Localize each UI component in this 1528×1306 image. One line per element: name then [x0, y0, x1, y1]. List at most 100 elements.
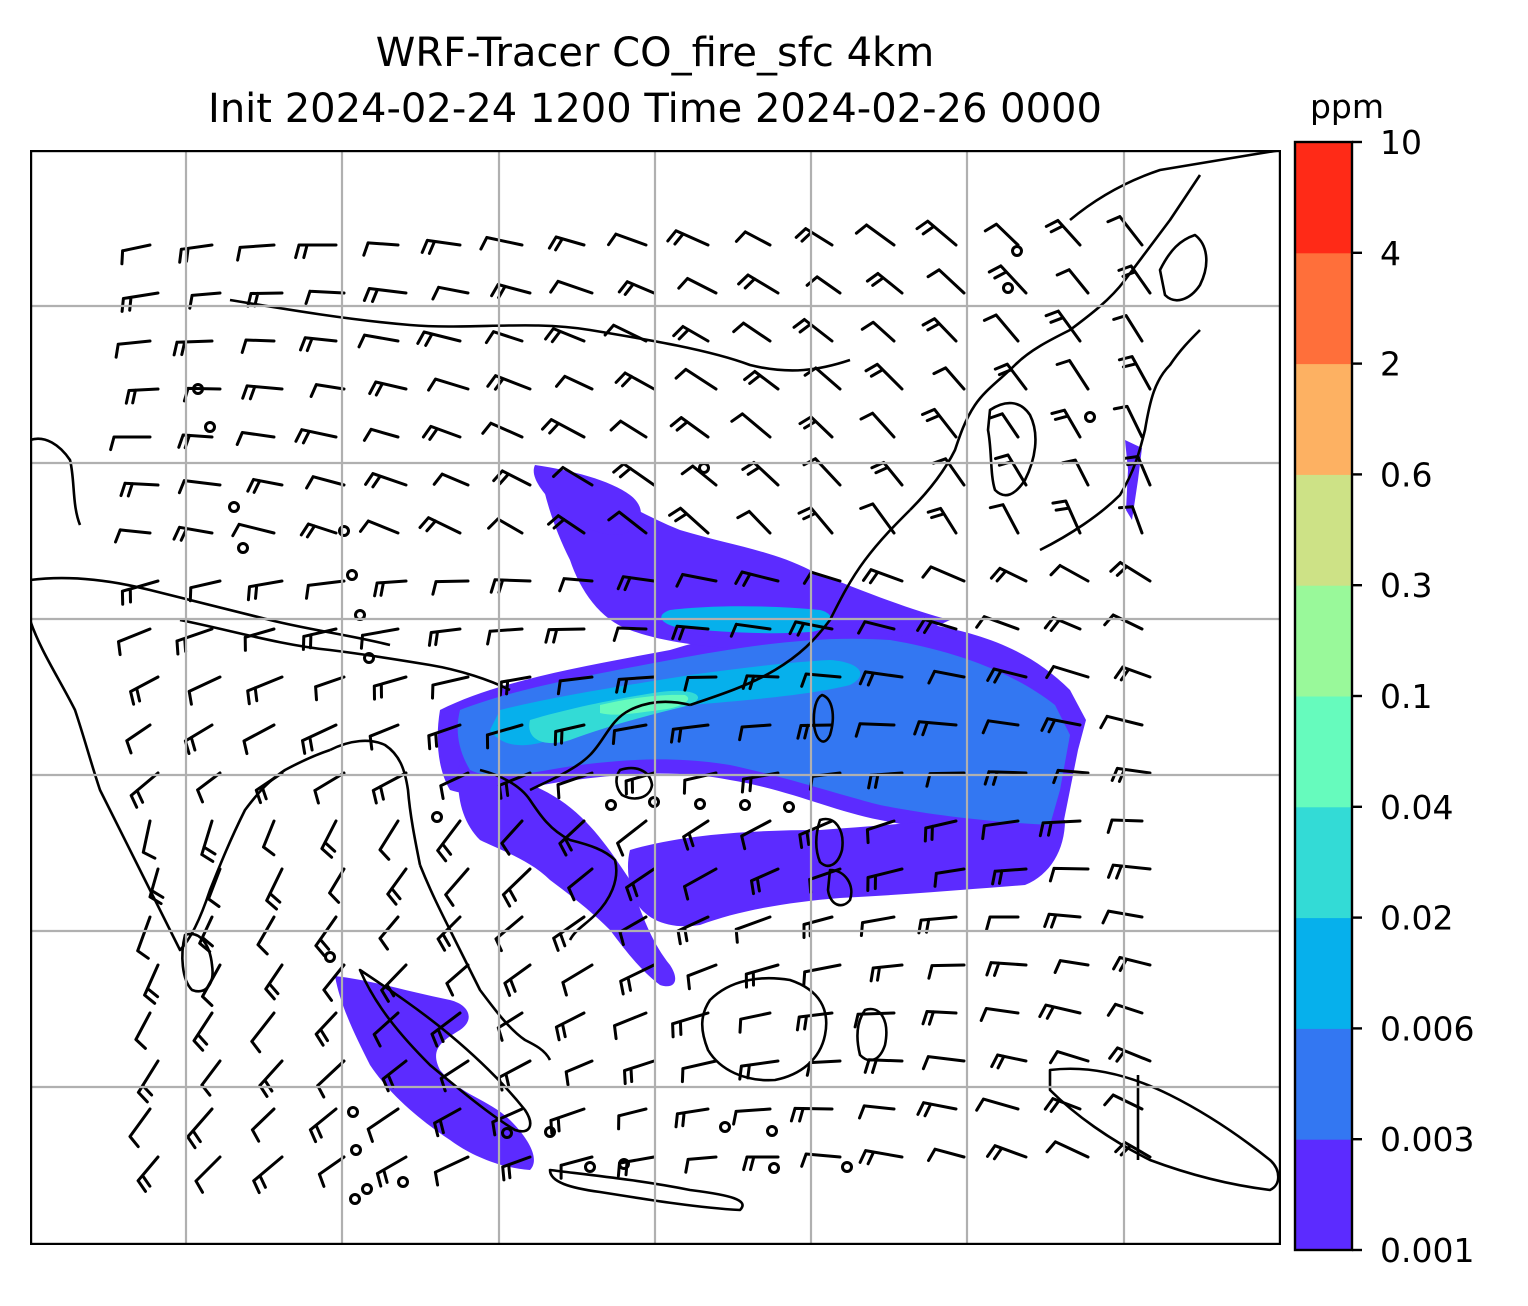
wind-barb [431, 285, 470, 301]
calm-marker [584, 1161, 596, 1173]
wind-barb [186, 1107, 214, 1150]
wind-barb [921, 317, 958, 343]
wind-barb [671, 1011, 710, 1039]
wind-barb [625, 867, 656, 902]
wind-barb [609, 419, 648, 439]
wind-barb [865, 819, 896, 845]
wind-barb [854, 722, 896, 738]
wind-barb [732, 321, 772, 343]
calm-marker [766, 1125, 778, 1137]
wind-barb [433, 1155, 470, 1187]
wind-barb [418, 516, 462, 535]
wind-barb [1109, 561, 1152, 583]
wind-barb [792, 318, 834, 343]
wind-barb [439, 1059, 470, 1093]
wind-barb [420, 238, 462, 255]
wind-barb [736, 509, 772, 535]
wind-barb [983, 222, 1020, 247]
wind-barb [797, 506, 834, 535]
colorbar-segment [1295, 363, 1352, 475]
wind-barb [675, 573, 718, 588]
wind-barb [990, 1053, 1028, 1070]
border-mongolia [229, 298, 851, 372]
colorbar-tick-label: 0.003 [1380, 1120, 1474, 1159]
calm-marker [397, 1176, 409, 1188]
wind-barb [869, 963, 904, 983]
wind-barb [981, 719, 1020, 735]
wind-barb [927, 669, 966, 685]
coast-java [548, 1168, 744, 1212]
calm-marker [1002, 282, 1014, 294]
wind-barb [433, 1107, 462, 1138]
wind-barb [431, 675, 470, 700]
calm-marker [501, 1127, 513, 1139]
wind-barb [858, 1104, 896, 1120]
colorbar-tick-label: 0.1 [1380, 677, 1432, 716]
wind-barb [730, 412, 772, 439]
wind-barb [613, 1011, 648, 1041]
colorbar-segment [1295, 474, 1352, 586]
wind-barb [564, 1059, 594, 1087]
wind-barb [741, 674, 780, 691]
wind-barb [479, 236, 524, 251]
wind-barb [109, 435, 152, 452]
wind-barb [427, 723, 462, 751]
wind-barb [666, 229, 710, 247]
wind-barb [416, 330, 462, 347]
wind-barb [368, 723, 400, 751]
wind-barb [860, 320, 896, 343]
wind-barb [737, 273, 780, 295]
wind-barb [555, 374, 594, 391]
wind-barb [866, 867, 904, 892]
wind-barb [177, 479, 222, 495]
wind-barb [617, 280, 656, 296]
wind-barb [556, 675, 594, 696]
coast-hainan [615, 766, 654, 800]
wind-barb [305, 579, 346, 600]
coast-japan [1039, 329, 1201, 552]
wind-barb [427, 627, 462, 647]
colorbar-unit-label: ppm [1310, 87, 1384, 126]
calm-marker [431, 811, 443, 823]
calm-marker [841, 1161, 853, 1173]
wind-barb [989, 566, 1028, 583]
wind-barb [1049, 1050, 1090, 1065]
wind-barb [680, 1059, 718, 1084]
wind-barb [120, 579, 160, 606]
wind-barb [359, 519, 400, 535]
wind-barb [250, 1107, 276, 1143]
wind-barb [671, 624, 710, 641]
coast-russia-east [1069, 150, 1281, 221]
colorbar-tick-label: 0.04 [1380, 788, 1453, 827]
wind-barb [985, 961, 1028, 977]
wind-barb [264, 963, 284, 1001]
calm-marker [1011, 245, 1023, 257]
wind-barb [616, 575, 656, 592]
calm-marker [338, 525, 350, 537]
wind-barb [187, 675, 222, 706]
wind-barb [445, 963, 470, 997]
calm-marker [694, 798, 706, 810]
calm-marker [346, 569, 358, 581]
wind-barb [117, 627, 152, 657]
wind-barb [250, 1011, 276, 1054]
wind-barb [684, 1155, 718, 1174]
wind-barb [561, 963, 594, 997]
colorbar-tick-label: 10 [1380, 123, 1422, 162]
wind-barb [246, 291, 284, 308]
wind-barb [427, 377, 470, 392]
wind-barb [481, 421, 524, 439]
wind-barb [299, 522, 338, 539]
wind-barb [357, 333, 400, 349]
wind-barb [1044, 219, 1082, 247]
wind-barb [207, 867, 222, 908]
coast-bengal [329, 739, 422, 866]
wind-barb [430, 1011, 462, 1048]
wind-barb [982, 313, 1020, 343]
wind-barb [607, 510, 648, 535]
wind-barb [359, 627, 400, 650]
wind-barb [136, 915, 152, 960]
wind-barb [114, 339, 152, 359]
wind-barb [744, 963, 780, 989]
wind-barb [119, 481, 160, 498]
